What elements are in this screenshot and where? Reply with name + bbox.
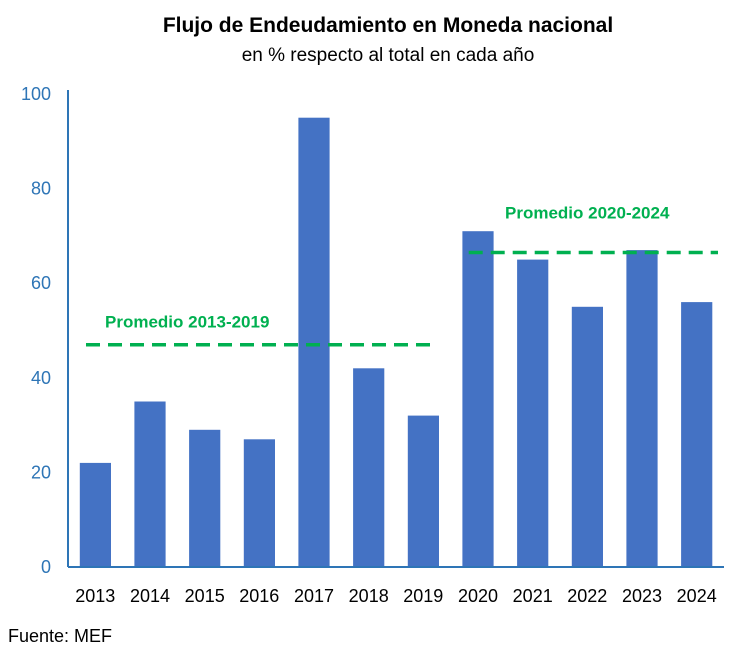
chart-title: Flujo de Endeudamiento en Moneda naciona… — [162, 14, 614, 37]
y-tick-label-100: 100 — [21, 84, 51, 104]
bar-2020 — [462, 231, 494, 567]
average-label-2013-2019: Promedio 2013-2019 — [105, 313, 269, 332]
x-tick-label-2020: 2020 — [458, 586, 498, 606]
x-tick-label-2019: 2019 — [403, 586, 443, 606]
axis-layer — [67, 90, 724, 568]
y-tick-label-40: 40 — [31, 368, 51, 388]
x-tick-label-2016: 2016 — [239, 586, 279, 606]
source-note: Fuente: MEF — [8, 626, 113, 646]
x-tick-label-2018: 2018 — [349, 586, 389, 606]
y-tick-label-20: 20 — [31, 462, 51, 482]
bar-2015 — [189, 429, 221, 567]
bar-2021 — [517, 259, 549, 567]
y-tick-label-60: 60 — [31, 273, 51, 293]
x-tick-label-2017: 2017 — [294, 586, 334, 606]
x-tick-label-2014: 2014 — [130, 586, 170, 606]
x-tick-label-2013: 2013 — [75, 586, 115, 606]
bar-2013 — [79, 462, 111, 567]
x-tick-label-2023: 2023 — [622, 586, 662, 606]
chart-subtitle: en % respecto al total en cada año — [241, 45, 535, 66]
x-tick-label-2015: 2015 — [185, 586, 225, 606]
bar-2017 — [298, 117, 330, 567]
x-tick-label-2021: 2021 — [513, 586, 553, 606]
bar-2018 — [353, 368, 385, 567]
y-tick-label-80: 80 — [31, 179, 51, 199]
labels-layer: 2013 2014 2015 2016 2017 2018 2019 2020 2021 2022… — [21, 84, 717, 606]
x-tick-label-2022: 2022 — [567, 586, 607, 606]
average-label-2020-2024: Promedio 2020-2024 — [505, 204, 670, 223]
bar-2024 — [681, 302, 713, 567]
bar-2022 — [571, 306, 603, 567]
bar-2016 — [243, 439, 275, 567]
x-tick-label-2024: 2024 — [677, 586, 717, 606]
bar-2014 — [134, 401, 166, 567]
bars-layer — [79, 117, 713, 567]
y-tick-label-0: 0 — [41, 557, 51, 577]
bar-2023 — [626, 250, 658, 567]
bar-2019 — [407, 415, 439, 567]
average-lines-layer — [86, 250, 718, 347]
